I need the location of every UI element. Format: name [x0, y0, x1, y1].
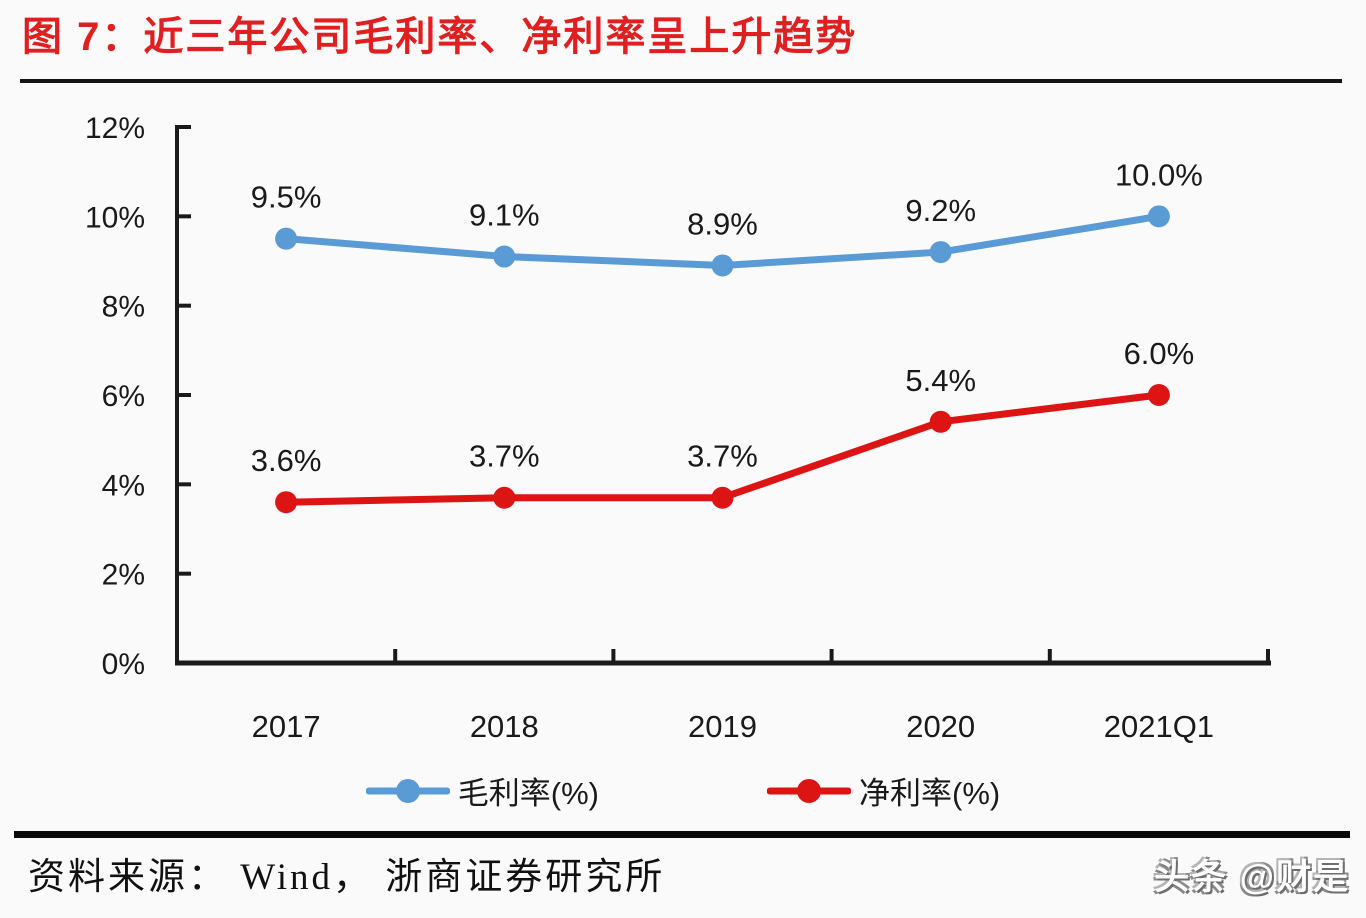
- legend-label-gross-margin: 毛利率(%): [457, 776, 599, 811]
- data-point-label: 3.7%: [469, 439, 540, 474]
- data-point: [1147, 384, 1170, 406]
- net-margin-line-marker-icon: [767, 778, 851, 803]
- data-point-label: 5.4%: [905, 363, 976, 398]
- data-point: [275, 491, 298, 514]
- data-point-label: 8.9%: [687, 206, 758, 241]
- data-point-label: 9.2%: [905, 193, 976, 228]
- data-point: [711, 486, 734, 509]
- data-point: [275, 227, 298, 250]
- legend-item-gross-margin: 毛利率(%): [365, 768, 599, 813]
- title-divider: [20, 79, 1342, 83]
- data-point-label: 9.5%: [251, 180, 322, 215]
- page-title: 图 7：近三年公司毛利率、净利率呈上升趋势: [22, 15, 858, 59]
- y-tick-label: 0%: [102, 648, 145, 681]
- y-tick-label: 8%: [102, 291, 145, 324]
- data-point: [1147, 205, 1170, 228]
- y-tick-label: 12%: [85, 112, 145, 145]
- data-point: [929, 241, 952, 264]
- gross-margin-line-marker-icon: [365, 778, 450, 803]
- watermark-text: 头条 @财是: [1154, 858, 1350, 897]
- data-point: [493, 245, 516, 268]
- y-tick-label: 4%: [102, 469, 145, 502]
- y-tick-label: 2%: [102, 559, 145, 592]
- x-category-label: 2019: [688, 709, 757, 744]
- legend-label-net-margin: 净利率(%): [859, 776, 1001, 811]
- x-category-label: 2018: [470, 709, 539, 744]
- data-point: [929, 410, 952, 433]
- data-point: [711, 254, 734, 277]
- legend-item-net-margin: 净利率(%): [767, 768, 1000, 813]
- x-category-label: 2020: [906, 709, 975, 744]
- data-point-label: 10.0%: [1115, 157, 1203, 192]
- data-point-label: 3.6%: [251, 443, 322, 478]
- y-tick-label: 6%: [102, 380, 145, 413]
- x-category-label: 2017: [252, 709, 321, 744]
- footer-divider: [14, 831, 1350, 838]
- data-point: [493, 486, 516, 509]
- data-point-label: 6.0%: [1124, 336, 1195, 371]
- data-point-label: 9.1%: [469, 198, 540, 233]
- y-tick-label: 10%: [85, 201, 145, 234]
- x-category-label: 2021Q1: [1104, 709, 1214, 744]
- footer: 资料来源： Wind， 浙商证券研究所 头条 @财是: [28, 846, 1350, 900]
- data-point-label: 3.7%: [687, 439, 758, 474]
- chart-legend: 毛利率(%) 净利率(%): [0, 768, 1366, 813]
- data-source-text: 资料来源： Wind， 浙商证券研究所: [28, 857, 666, 898]
